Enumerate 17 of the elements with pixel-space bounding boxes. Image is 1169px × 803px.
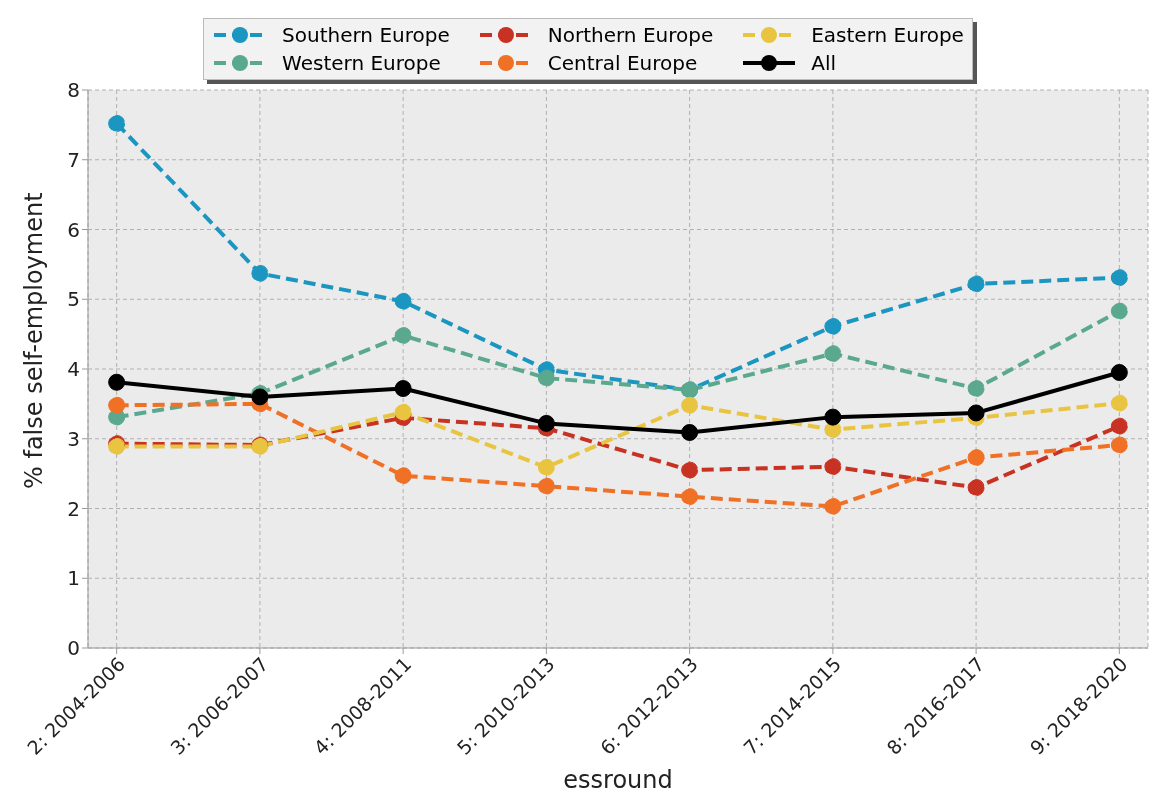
y-tick-label: 8 <box>67 78 80 103</box>
y-tick-label: 2 <box>67 496 80 521</box>
legend-label: Eastern Europe <box>811 23 964 47</box>
legend-label: All <box>811 51 837 75</box>
legend-label: Northern Europe <box>547 23 714 47</box>
y-tick-label: 6 <box>67 217 80 242</box>
y-tick-label: 3 <box>67 426 80 451</box>
y-tick-label: 4 <box>67 357 80 382</box>
y-axis-title: % false self-employment <box>19 192 48 489</box>
y-tick-label: 7 <box>67 147 80 172</box>
x-axis-title: essround <box>563 766 673 794</box>
y-tick-label: 5 <box>67 287 80 312</box>
legend-label: Central Europe <box>547 51 698 75</box>
y-tick-label: 0 <box>67 636 80 661</box>
legend-label: Southern Europe <box>282 23 450 47</box>
y-tick-label: 1 <box>67 566 80 591</box>
legend-label: Western Europe <box>282 51 441 75</box>
